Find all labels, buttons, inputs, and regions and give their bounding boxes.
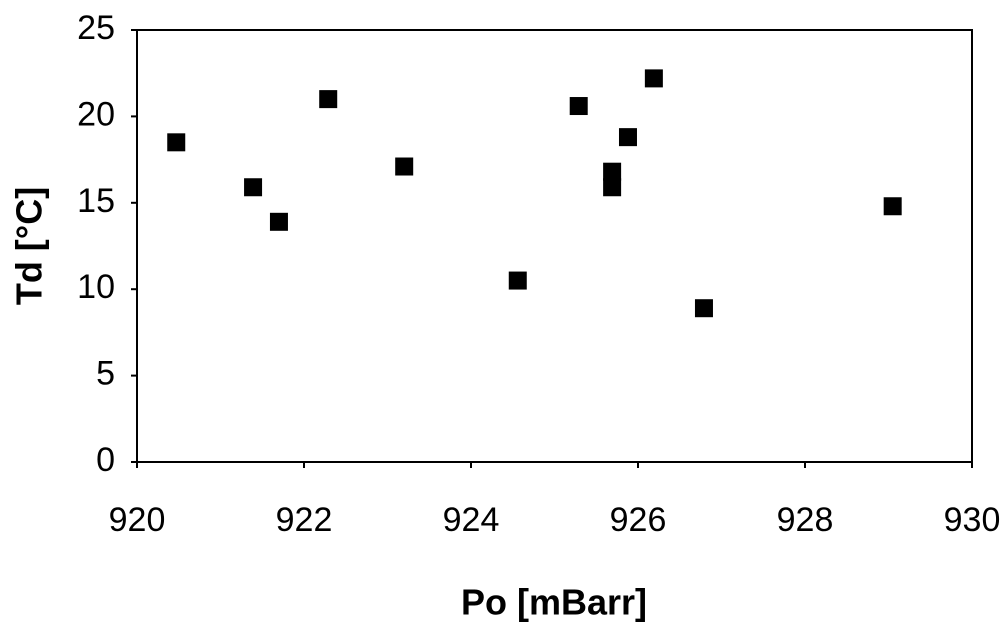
point — [508, 271, 527, 290]
point — [395, 157, 414, 176]
y-tick-label: 25 — [77, 9, 115, 47]
point — [244, 178, 263, 197]
y-tick-label: 0 — [96, 441, 115, 479]
point — [569, 97, 588, 116]
plot-frame — [136, 29, 973, 463]
x-tick-label: 930 — [944, 501, 1001, 539]
point — [269, 212, 288, 231]
point — [618, 128, 637, 147]
y-tick-label: 15 — [77, 182, 115, 220]
point — [644, 69, 663, 88]
point — [319, 90, 338, 109]
point — [883, 197, 902, 216]
point — [603, 162, 622, 181]
x-axis-title: Po [mBarr] — [461, 582, 647, 623]
point — [603, 178, 622, 197]
point — [694, 299, 713, 318]
x-tick-label: 922 — [276, 501, 333, 539]
x-tick-label: 924 — [443, 501, 500, 539]
x-tick-label: 926 — [610, 501, 667, 539]
y-tick-label: 5 — [96, 355, 115, 393]
y-tick-label: 20 — [77, 95, 115, 133]
point — [167, 133, 186, 152]
y-tick-label: 10 — [77, 268, 115, 306]
x-tick-label: 920 — [109, 501, 166, 539]
x-tick-label: 928 — [777, 501, 834, 539]
y-axis-title: Td [°C] — [9, 187, 50, 305]
